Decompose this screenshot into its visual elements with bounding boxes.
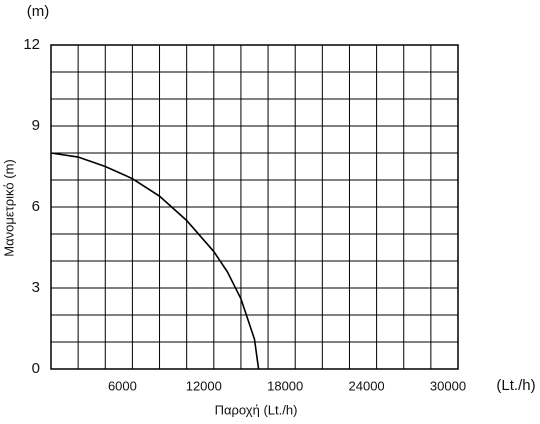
curve — [50, 152, 260, 370]
y-unit: (m) — [27, 3, 50, 20]
x-tick-label: 24000 — [349, 378, 385, 393]
x-tick-label: 18000 — [267, 378, 303, 393]
y-tick-label: 9 — [32, 117, 40, 134]
y-tick-label: 12 — [23, 36, 40, 53]
x-axis-label: Παροχή (Lt./h) — [215, 402, 298, 417]
x-unit: (Lt./h) — [496, 377, 535, 394]
x-tick-label: 30000 — [430, 378, 466, 393]
plot-frame — [50, 44, 459, 370]
y-tick-label: 0 — [32, 360, 40, 377]
y-tick-label: 6 — [32, 198, 40, 215]
x-tick-label: 6000 — [108, 378, 137, 393]
y-axis-label: Μανομετρικό (m) — [1, 159, 16, 256]
y-tick-label: 3 — [32, 279, 40, 296]
x-tick-label: 12000 — [186, 378, 222, 393]
